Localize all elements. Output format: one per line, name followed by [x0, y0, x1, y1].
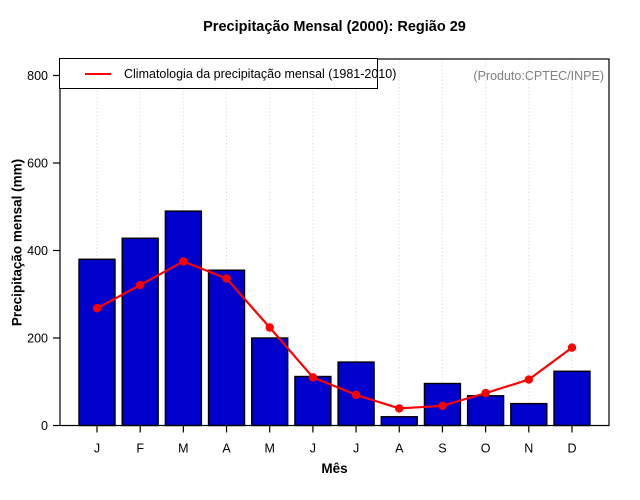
climatology-point-5: [308, 373, 318, 382]
x-tick-label: F: [136, 442, 144, 456]
climatology-point-6: [351, 390, 361, 400]
x-tick-label: S: [438, 442, 446, 456]
x-tick-label: N: [524, 442, 533, 456]
x-tick-label: J: [353, 442, 359, 456]
bar-M-2: [164, 210, 203, 427]
climatology-point-7: [395, 404, 404, 413]
bar-D-11: [553, 370, 591, 427]
y-axis-label: Precipitação mensal (mm): [9, 158, 25, 327]
climatology-point-11: [567, 343, 577, 352]
legend: Climatologia da precipitação mensal (198…: [59, 58, 396, 89]
x-tick-label: M: [178, 442, 188, 456]
x-axis-label: Mês: [321, 461, 348, 476]
x-tick-label: D: [567, 442, 576, 456]
climatology-point-10: [524, 375, 533, 384]
climatology-point-0: [92, 304, 102, 313]
x-tick-label: O: [481, 442, 491, 456]
bar-J-0: [78, 258, 116, 427]
legend-line-sample: [85, 72, 111, 75]
climatology-point-2: [179, 257, 188, 266]
bar-F-1: [121, 237, 159, 427]
climatology-point-8: [438, 401, 447, 411]
bar-J-5: [294, 375, 332, 427]
climatology-point-3: [222, 274, 231, 283]
climatology-point-4: [265, 323, 274, 332]
x-tick-label: M: [265, 442, 275, 456]
bar-A-7: [380, 416, 418, 427]
bar-O-9: [466, 395, 505, 427]
legend-label: Climatologia da precipitação mensal (198…: [124, 66, 397, 81]
x-tick-label: A: [222, 442, 231, 456]
chart-title: Precipitação Mensal (2000): Região 29: [203, 19, 466, 35]
y-tick-label: 400: [27, 244, 48, 258]
climatology-line: [96, 260, 573, 410]
bar-N-10: [510, 402, 548, 427]
x-tick-label: A: [395, 442, 404, 456]
y-tick-label: 200: [27, 332, 48, 346]
y-tick-label: 600: [27, 157, 48, 171]
bar-M-4: [251, 337, 289, 427]
produto-annotation: (Produto:CPTEC/INPE): [473, 69, 604, 83]
x-tick-label: J: [310, 442, 316, 456]
y-tick-label: 0: [41, 419, 48, 433]
y-tick-label: 800: [27, 69, 48, 83]
climatology-point-9: [481, 388, 490, 398]
x-tick-label: J: [94, 442, 100, 456]
climatology-point-1: [135, 280, 145, 290]
